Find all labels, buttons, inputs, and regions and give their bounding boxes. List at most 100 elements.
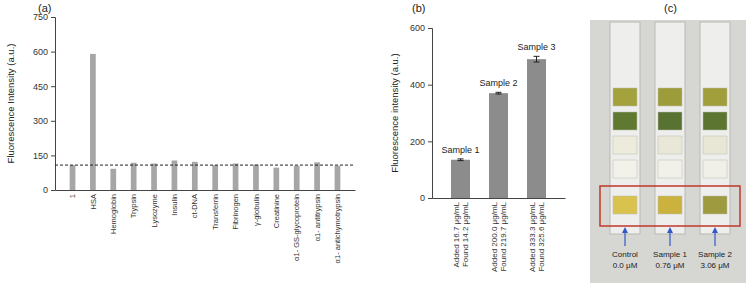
x-tick: ct-DNA — [190, 190, 199, 218]
chart: 01503004506007501HSAHemoglobinTrypsinLys… — [5, 12, 356, 263]
y-tick: 450 — [33, 82, 55, 92]
x-tick-label: HSA — [89, 194, 98, 209]
y-tick-label: 0 — [420, 193, 425, 203]
annotation: Sample 3 — [517, 42, 555, 52]
error-bar — [496, 92, 502, 94]
bar — [253, 165, 259, 190]
x-tick-label: ct-DNA — [190, 194, 199, 218]
x-tick-label: Transferrin — [211, 194, 220, 230]
strip-pad — [703, 196, 727, 214]
strip-pad — [658, 136, 682, 154]
error-bar — [458, 159, 464, 161]
arrow-head — [712, 227, 718, 233]
strip-pad — [613, 112, 637, 130]
annotation: Sample 1 — [441, 145, 479, 155]
y-tick-mark — [428, 198, 432, 199]
strip-concentration: 0.0 μM — [613, 261, 638, 270]
x-tick: γ-globulin — [252, 190, 261, 226]
bar — [151, 163, 157, 190]
x-tick-label: γ-globulin — [252, 194, 261, 226]
y-tick: 0 — [43, 185, 55, 195]
strip-pad — [613, 196, 637, 214]
error-bar — [534, 56, 540, 62]
error-bar-cap — [458, 160, 464, 161]
strip-name: Sample 1 — [653, 250, 687, 259]
y-tick-label: 0 — [43, 185, 48, 195]
x-tick-label: Hemoglobin — [109, 194, 118, 234]
bar — [451, 160, 470, 198]
y-tick-mark — [428, 141, 432, 142]
x-tick-label: α1- antitrypsin — [313, 194, 322, 241]
arrow-head — [622, 227, 628, 233]
bar — [294, 166, 300, 190]
x-tick-label: Lysozyme — [150, 194, 159, 227]
bar — [70, 165, 76, 190]
photo: Control0.0 μMSample 10.76 μMSample 23.06… — [590, 20, 746, 283]
y-axis-line — [428, 29, 433, 199]
strip-pad — [703, 88, 727, 106]
x-tick-label: Fibrinogen — [231, 194, 240, 229]
y-tick-label: 750 — [33, 12, 48, 22]
error-bar-cap — [534, 62, 540, 63]
x-tick-label: α1- GS-glycoprotein — [292, 194, 301, 261]
x-tick: α1- antichymotrypsin — [333, 190, 342, 263]
strip-pad — [703, 160, 727, 178]
bar — [212, 165, 218, 190]
strip-concentration: 0.76 μM — [655, 261, 684, 270]
x-tick: Trypsin — [129, 190, 138, 218]
panel-label: (c) — [664, 2, 677, 14]
x-tick: Lysozyme — [150, 190, 159, 227]
strip-pad — [658, 196, 682, 214]
bar — [273, 168, 279, 190]
bar — [192, 162, 198, 190]
x-tick: Creatinine — [272, 190, 281, 228]
strip-concentration: 3.06 μM — [700, 261, 729, 270]
strip-pad — [658, 88, 682, 106]
y-tick-mark — [51, 121, 55, 122]
y-tick-label: 600 — [410, 23, 425, 33]
y-tick: 600 — [410, 23, 432, 33]
x-tick: Added 16.7 μg/mLFound 14.2 μg/mL — [452, 198, 470, 268]
y-tick: 600 — [33, 47, 55, 57]
y-axis-title: Fluorescence intensity (a.u.) — [389, 53, 400, 172]
x-axis: Added 16.7 μg/mLFound 14.2 μg/mLAdded 20… — [433, 198, 566, 272]
error-bar-cap — [534, 56, 540, 57]
y-tick-mark — [51, 17, 55, 18]
x-tick-label: 1 — [68, 194, 77, 198]
bar — [90, 54, 96, 190]
y-tick: 750 — [33, 12, 55, 22]
y-axis: 0 200 400 600 — [410, 23, 433, 203]
error-bar-stem — [536, 56, 537, 62]
x-axis: 1 HSA Hemoglobin Trypsin Lysozyme Insulin ct-D… — [56, 190, 356, 263]
strip — [700, 22, 730, 234]
y-tick-mark — [51, 52, 55, 53]
x-tick-label: α1- antichymotrypsin — [333, 194, 342, 263]
y-tick-label: 150 — [33, 151, 48, 161]
bar — [335, 166, 341, 190]
x-tick: Hemoglobin — [109, 190, 118, 234]
figure: (a)(b)(c)01503004506007501HSAHemoglobinT… — [0, 0, 750, 285]
strip — [610, 22, 640, 234]
x-tick-label: Creatinine — [272, 194, 281, 228]
y-tick: 400 — [410, 80, 432, 90]
y-axis: 0150300450600750 — [33, 12, 56, 195]
y-tick-label: 200 — [410, 137, 425, 147]
bar — [314, 162, 320, 190]
y-tick-label: 400 — [410, 80, 425, 90]
x-tick: Added 333.3 μg/mLFound 325.6 μg/mL — [528, 198, 546, 272]
y-tick: 0 — [420, 193, 432, 203]
strip-pad — [658, 160, 682, 178]
x-tick: Insulin — [170, 190, 179, 216]
x-tick: α1- GS-glycoprotein — [292, 190, 301, 261]
bar — [233, 163, 239, 190]
bar — [489, 93, 508, 198]
strip-name: Sample 2 — [698, 250, 732, 259]
x-axis-line — [56, 190, 356, 191]
strip-pad — [703, 136, 727, 154]
error-bar-cap — [496, 94, 502, 95]
x-tick: HSA — [89, 190, 98, 209]
strip-pad — [613, 88, 637, 106]
x-tick: Fibrinogen — [231, 190, 240, 229]
x-tick-label: Added 16.7 μg/mLFound 14.2 μg/mL — [452, 201, 470, 267]
bar — [527, 59, 546, 198]
